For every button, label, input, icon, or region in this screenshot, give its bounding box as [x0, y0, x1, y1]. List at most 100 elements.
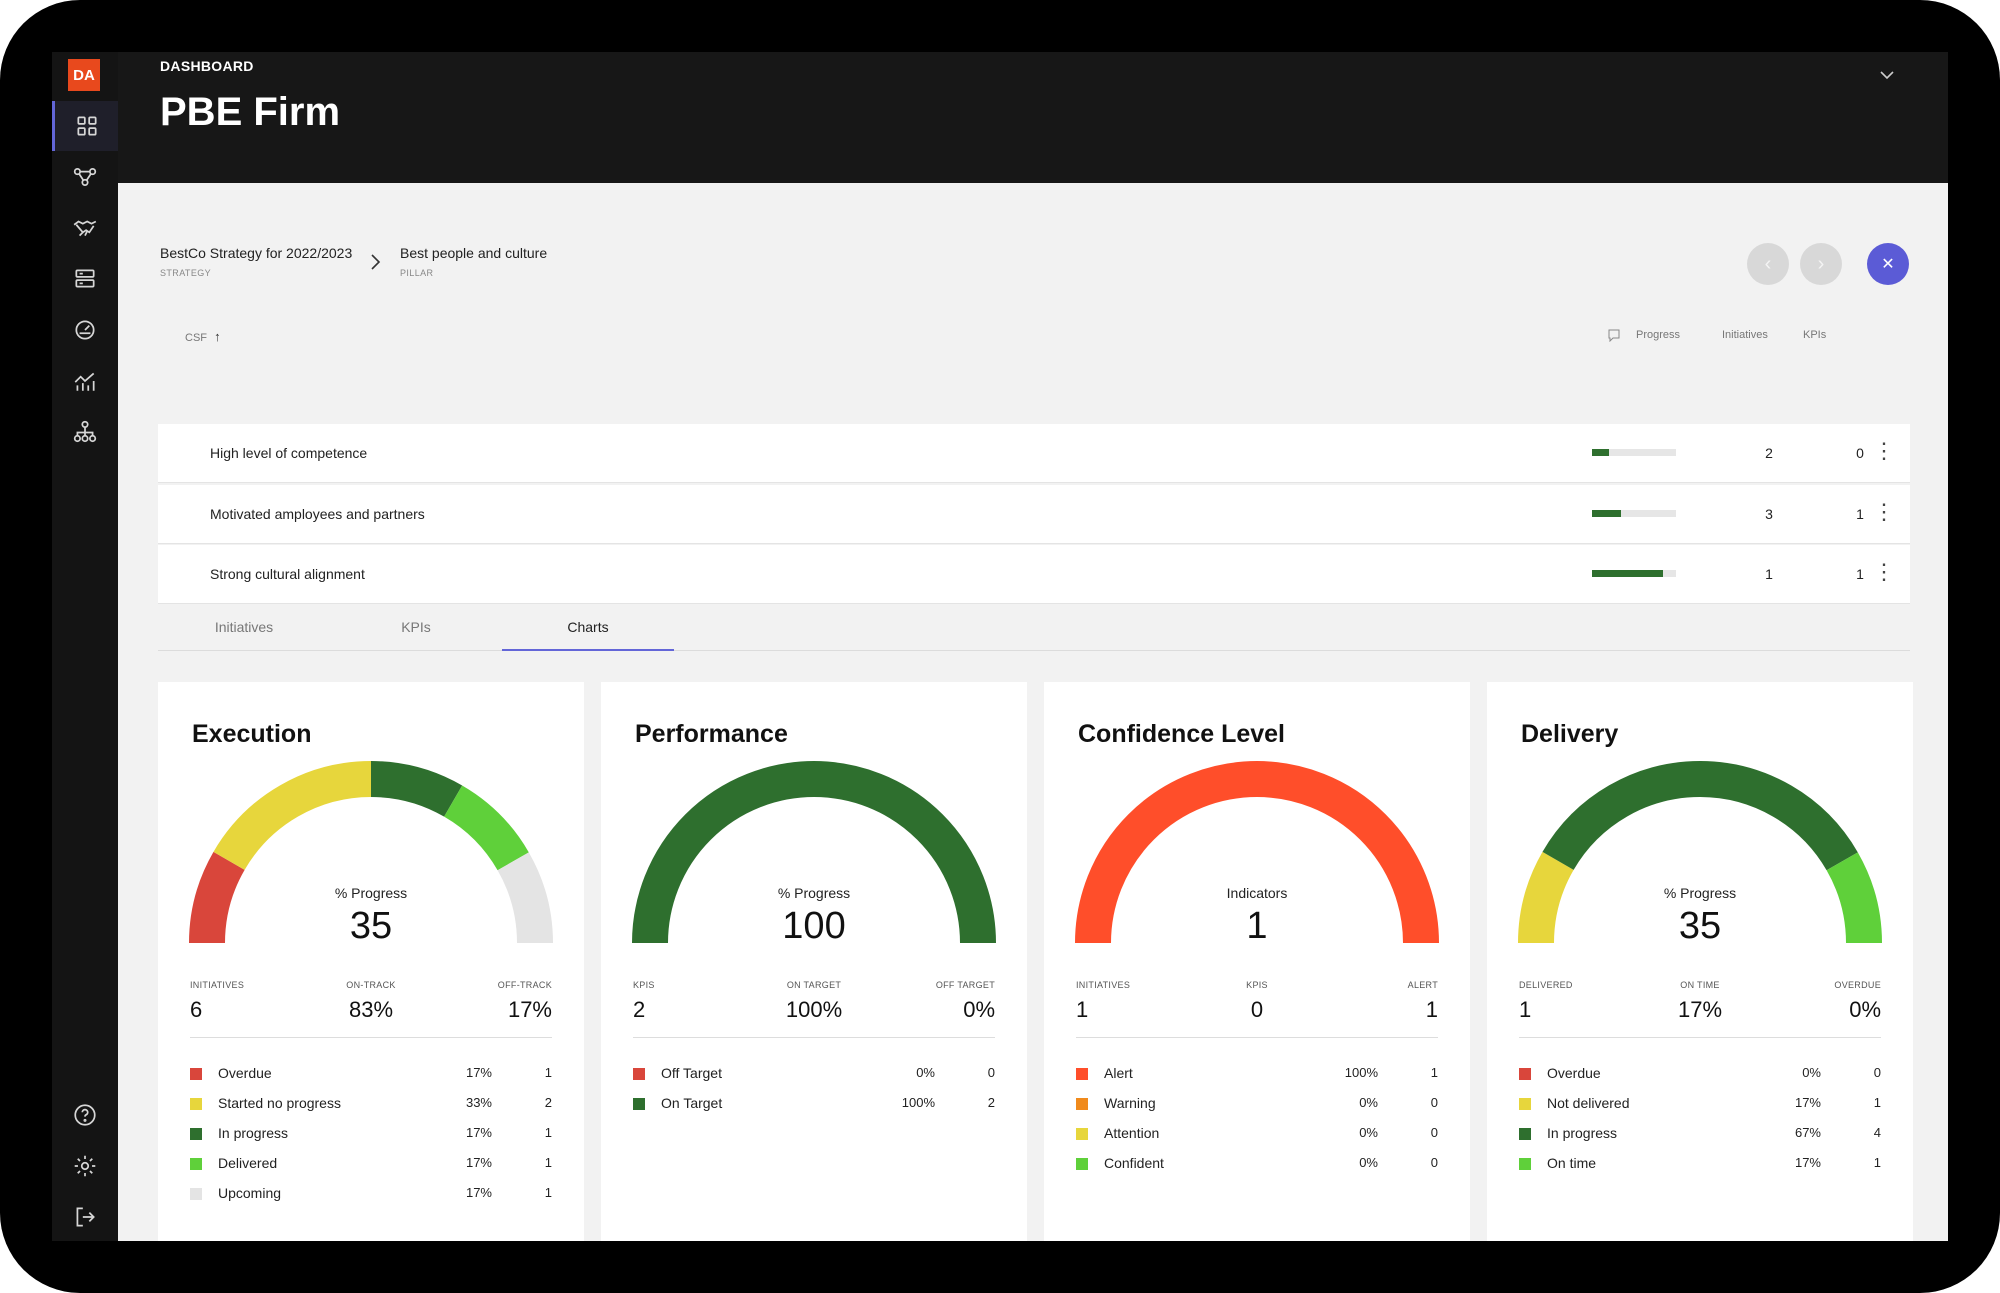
breadcrumb-pillar-label: Best people and culture [400, 245, 548, 261]
legend-count: 1 [544, 1065, 552, 1080]
gauge-caption: % Progress [777, 885, 851, 901]
dashboard-icon [76, 116, 97, 136]
chart-card-confidence-level: Confidence Level Indicators 1 INITIATIVES 1 K… [1044, 682, 1470, 1241]
tab-kpis[interactable]: KPIs [401, 619, 431, 635]
csf-column-header[interactable]: CSF ↑ [185, 329, 221, 344]
summary-value: 1 [1519, 997, 1532, 1022]
initiatives-count: 2 [1765, 445, 1773, 461]
gauge-caption: Indicators [1226, 885, 1288, 901]
gauge-segment [632, 761, 996, 944]
legend-label: Off Target [661, 1065, 722, 1081]
sidebar-item-settings[interactable] [52, 1141, 118, 1191]
close-button[interactable]: ✕ [1867, 243, 1909, 285]
gauge-segment [1542, 761, 1858, 871]
summary-value: 17% [507, 997, 552, 1022]
tab-initiatives[interactable]: Initiatives [214, 619, 274, 635]
legend-count: 1 [1873, 1095, 1881, 1110]
table-row[interactable]: High level of competence 2 0 ⋮ [158, 424, 1910, 483]
previous-button[interactable]: ‹ [1747, 243, 1789, 285]
more-options-icon[interactable]: ⋮ [1873, 499, 1895, 524]
legend-count: 0 [1430, 1095, 1438, 1110]
legend-percent: 0% [1359, 1125, 1378, 1140]
summary-label: ON-TRACK [346, 980, 396, 990]
summary-value: 6 [190, 997, 203, 1022]
app-screen: DA DASHBOARD PB [52, 52, 1948, 1241]
divider [1519, 1037, 1881, 1038]
chart-legend: Overdue 0% 0 Not delivered 17% 1 In progress 67… [1519, 1065, 1881, 1185]
legend-item: On time 17% 1 [1519, 1155, 1881, 1185]
summary-label: ON TARGET [786, 980, 842, 990]
legend-item: Warning 0% 0 [1076, 1095, 1438, 1125]
progress-bar [1592, 510, 1676, 517]
legend-item: Delivered 17% 1 [190, 1155, 552, 1185]
legend-percent: 17% [465, 1155, 492, 1170]
gauge-segment [213, 761, 372, 871]
card-title: Delivery [1521, 720, 1619, 748]
next-button[interactable]: › [1800, 243, 1842, 285]
card-title: Confidence Level [1078, 720, 1285, 748]
gauge-segment [1518, 851, 1574, 944]
gauge-caption: % Progress [334, 885, 408, 901]
legend-label: On time [1547, 1155, 1597, 1171]
database-icon [75, 269, 95, 288]
gauge-value: 35 [349, 905, 393, 947]
summary-value: 1 [1076, 997, 1089, 1022]
table-row[interactable]: Strong cultural alignment 1 1 ⋮ [158, 545, 1910, 604]
legend-count: 1 [1430, 1065, 1438, 1080]
sidebar-item-dashboard[interactable] [52, 101, 118, 151]
legend-count: 1 [1873, 1155, 1881, 1170]
progress-column-header: Progress [1636, 329, 1681, 341]
tab-charts[interactable]: Charts [502, 619, 674, 651]
legend-label: Attention [1104, 1125, 1160, 1141]
legend-count: 0 [1873, 1065, 1881, 1080]
breadcrumb-strategy[interactable]: BestCo Strategy for 2022/2023 STRATEGY [160, 245, 352, 278]
legend-swatch [1076, 1158, 1088, 1170]
legend-item: Upcoming 17% 1 [190, 1185, 552, 1215]
legend-label: On Target [661, 1095, 723, 1111]
chevron-down-icon[interactable] [1878, 66, 1896, 84]
chevron-right-icon: › [1817, 252, 1825, 275]
gauge-value: 1 [1246, 905, 1268, 947]
summary-value: 1 [1425, 997, 1438, 1022]
sidebar-item-network[interactable] [52, 152, 118, 202]
summary-label: INITIATIVES [190, 980, 245, 990]
table-row[interactable]: Motivated amployees and partners 3 1 ⋮ [158, 485, 1910, 544]
sidebar-item-help[interactable] [52, 1090, 118, 1140]
breadcrumb-pillar-type: PILLAR [400, 268, 434, 278]
more-options-icon[interactable]: ⋮ [1873, 438, 1895, 463]
header-breadcrumb: DASHBOARD [160, 58, 254, 74]
legend-item: Off Target 0% 0 [633, 1065, 995, 1095]
more-options-icon[interactable]: ⋮ [1873, 559, 1895, 584]
chart-icon [74, 372, 95, 391]
legend-label: In progress [1547, 1125, 1618, 1141]
summary-label: OFF-TRACK [497, 980, 552, 990]
legend-item: Overdue 0% 0 [1519, 1065, 1881, 1095]
csf-header-label: CSF [185, 332, 207, 344]
initiatives-column-header: Initiatives [1722, 329, 1768, 341]
csf-name: Strong cultural alignment [210, 566, 365, 582]
legend-swatch [190, 1098, 202, 1110]
legend-label: Overdue [218, 1065, 272, 1081]
sidebar-item-partners[interactable] [52, 203, 118, 253]
sidebar-item-performance[interactable] [52, 305, 118, 355]
gauge-caption: % Progress [1663, 885, 1737, 901]
legend-percent: 17% [465, 1185, 492, 1200]
legend-label: In progress [218, 1125, 289, 1141]
sidebar-item-logout[interactable] [52, 1192, 118, 1241]
sidebar-item-analytics[interactable] [52, 356, 118, 406]
gauge-chart [189, 761, 553, 944]
gauge-chart [1075, 761, 1439, 944]
summary-label: OVERDUE [1834, 980, 1881, 990]
sidebar-item-organization[interactable] [52, 407, 118, 457]
summary-value: 0 [1250, 997, 1264, 1022]
chevron-right-icon [371, 254, 381, 270]
sidebar-item-data[interactable] [52, 254, 118, 304]
summary-value: 2 [633, 997, 646, 1022]
legend-percent: 0% [916, 1065, 935, 1080]
breadcrumb-pillar[interactable]: Best people and culture PILLAR [400, 245, 547, 278]
summary-value: 17% [1677, 997, 1723, 1022]
chart-card-performance: Performance % Progress 100 KPIS 2 ON TARGET 10… [601, 682, 1027, 1241]
kpis-count: 0 [1856, 445, 1864, 461]
legend-swatch [190, 1068, 202, 1080]
